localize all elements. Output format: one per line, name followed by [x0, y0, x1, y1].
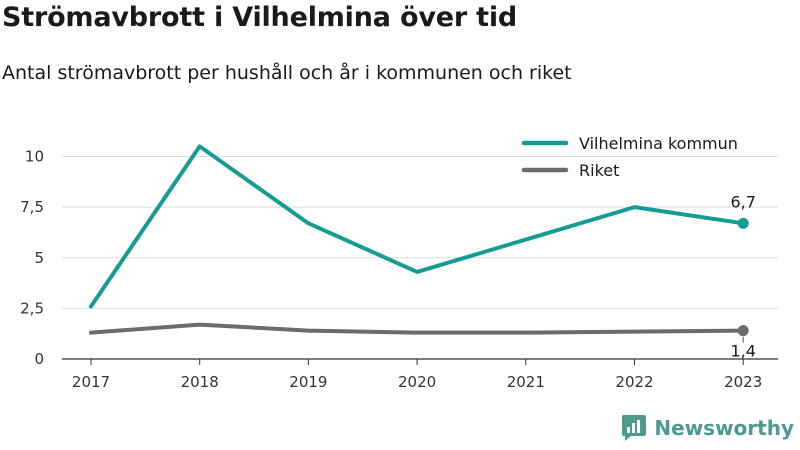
chart-subtitle: Antal strömavbrott per hushåll och år i … — [2, 62, 572, 84]
end-label-vilhelmina: 6,7 — [730, 192, 755, 211]
end-label-riket: 1,4 — [730, 342, 755, 361]
y-tick-label: 7,5 — [20, 198, 44, 216]
legend-label-riket: Riket — [579, 161, 619, 180]
y-tick-label: 10 — [25, 148, 44, 166]
y-tick-label: 5 — [34, 249, 44, 267]
end-point-riket — [737, 325, 749, 337]
end-point-vilhelmina — [737, 217, 749, 229]
legend-item-vilhelmina: Vilhelmina kommun — [521, 134, 738, 153]
series-lines — [89, 144, 749, 337]
chart-title: Strömavbrott i Vilhelmina över tid — [2, 2, 518, 33]
x-tick-label: 2023 — [724, 373, 762, 391]
y-axis: 0 2,5 5 7,5 10 — [20, 148, 44, 369]
x-tick-label: 2020 — [398, 373, 436, 391]
gridlines — [62, 156, 778, 360]
x-tick-label: 2021 — [507, 373, 545, 391]
x-tick-label: 2017 — [72, 373, 110, 391]
x-tick-label: 2019 — [289, 373, 327, 391]
series-line-riket — [89, 322, 746, 335]
legend-item-riket: Riket — [521, 161, 619, 180]
end-labels: 6,7 1,4 — [730, 192, 755, 360]
legend: Vilhelmina kommun Riket — [521, 134, 738, 180]
legend-label-vilhelmina: Vilhelmina kommun — [579, 134, 738, 153]
series-line-vilhelmina — [89, 144, 746, 309]
x-tick-label: 2018 — [181, 373, 219, 391]
x-tick-label: 2022 — [615, 373, 653, 391]
brand-name: Newsworthy — [654, 416, 794, 440]
x-axis: 2017 2018 2019 2020 2021 2022 2023 — [72, 359, 762, 391]
y-tick-label: 0 — [34, 350, 44, 368]
y-tick-label: 2,5 — [20, 299, 44, 317]
brand-logo: Newsworthy — [621, 414, 794, 442]
newsworthy-logo-icon — [622, 415, 647, 441]
